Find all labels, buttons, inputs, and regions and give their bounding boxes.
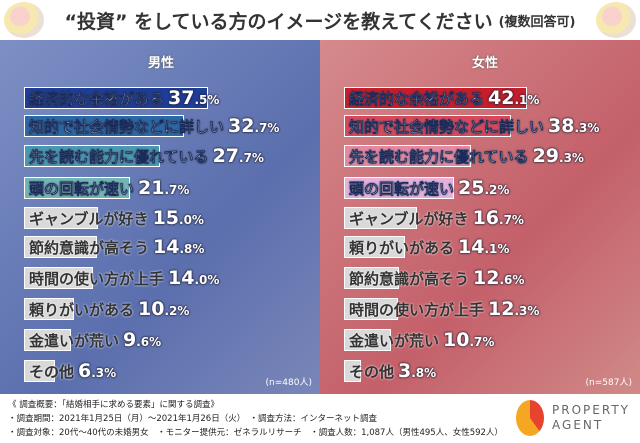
category-label: 知的で社会情勢などに詳しい xyxy=(349,117,545,136)
male-bar xyxy=(24,115,185,137)
female-bar xyxy=(344,145,472,167)
value-label: 10.7% xyxy=(443,329,495,351)
female-bar xyxy=(344,298,398,320)
female-bar-row: 経済的な余裕がある 42.1% xyxy=(344,87,539,109)
female-bar xyxy=(344,177,454,199)
male-bar-row: 頼りがいがある 10.2% xyxy=(24,298,189,320)
value-label: 10.2% xyxy=(138,298,190,320)
chart-subtitle: (複数回答可) xyxy=(498,14,576,30)
male-bar-row: 知的で社会情勢などに詳しい 32.7% xyxy=(24,115,279,137)
footer-line: 《 調査概要：「結婚相手に求める要素」に関する調査》 xyxy=(8,400,219,410)
male-chart-panel: 男性 (n=480人) 経済的な余裕がある 37.5% 知的で社会情勢などに詳しい 3… xyxy=(0,40,320,394)
value-label: 15.0% xyxy=(152,207,204,229)
male-bar-row: 先を読む能力に優れている 27.7% xyxy=(24,145,264,167)
category-label: 節約意識が高そう xyxy=(349,269,470,288)
property-agent-logo: PROPERTY AGENT xyxy=(516,400,630,436)
chart-title: “投資” をしている方のイメージを教えてください xyxy=(64,10,493,33)
category-label: 金遣いが荒い xyxy=(349,331,440,350)
male-bar-row: 節約意識が高そう 14.8% xyxy=(24,236,204,258)
value-label: 32.7% xyxy=(228,115,280,137)
male-header: 男性 xyxy=(148,56,175,71)
logo-text: AGENT xyxy=(552,418,604,432)
category-label: ギャンブルが好き xyxy=(349,209,469,228)
value-label: 14.1% xyxy=(458,236,510,258)
male-bar-row: その他 6.3% xyxy=(24,360,116,382)
male-bar xyxy=(24,267,93,289)
footer-line: ・調査期間：2021年1月25日（月）～2021年1月26日（火） ・調査方法：… xyxy=(8,414,377,424)
female-bar xyxy=(344,267,399,289)
flower-decoration-icon xyxy=(4,2,44,38)
value-label: 42.1% xyxy=(488,87,540,109)
category-label: 頼りがいがある xyxy=(29,300,135,319)
female-bar-row: 時間の使い方が上手 12.3% xyxy=(344,298,539,320)
value-label: 9.6% xyxy=(123,329,162,351)
title-banner: “投資” をしている方のイメージを教えてください (複数回答可) xyxy=(0,0,640,40)
value-label: 37.5% xyxy=(168,87,220,109)
value-label: 6.3% xyxy=(78,360,117,382)
female-bar-row: 頭の回転が速い 25.2% xyxy=(344,177,509,199)
value-label: 14.0% xyxy=(168,267,220,289)
category-label: 節約意識が高そう xyxy=(29,238,150,257)
footer-line: ・調査対象：20代～40代の未婚男女 ・モニター提供元：ゼネラルリサーチ ・調査… xyxy=(8,428,503,438)
value-label: 38.3% xyxy=(548,115,600,137)
male-bar xyxy=(24,298,74,320)
logo-mark-icon xyxy=(516,400,545,436)
female-bar xyxy=(344,236,406,258)
value-label: 3.8% xyxy=(398,360,437,382)
female-bar-row: 節約意識が高そう 12.6% xyxy=(344,267,524,289)
category-label: 金遣いが荒い xyxy=(29,331,120,350)
female-bar-row: 先を読む能力に優れている 29.3% xyxy=(344,145,584,167)
male-bar-row: 金遣いが荒い 9.6% xyxy=(24,329,161,351)
logo-text: PROPERTY xyxy=(552,403,630,417)
category-label: 時間の使い方が上手 xyxy=(29,269,165,288)
category-label: 時間の使い方が上手 xyxy=(349,300,485,319)
male-bar xyxy=(24,177,131,199)
value-label: 21.7% xyxy=(138,177,190,199)
category-label: 経済的な余裕がある xyxy=(29,89,165,108)
male-bar xyxy=(24,329,72,351)
category-label: 知的で社会情勢などに詳しい xyxy=(29,117,225,136)
value-label: 27.7% xyxy=(212,145,264,167)
male-bar xyxy=(24,145,160,167)
male-bar-row: 頭の回転が速い 21.7% xyxy=(24,177,189,199)
male-bar-row: 経済的な余裕がある 37.5% xyxy=(24,87,219,109)
category-label: 先を読む能力に優れている xyxy=(349,147,529,166)
female-chart-panel: 女性 (n=587人) 経済的な余裕がある 42.1% 知的で社会情勢などに詳しい 3… xyxy=(320,40,640,394)
category-label: 頭の回転が速い xyxy=(349,179,455,198)
value-label: 12.6% xyxy=(473,267,525,289)
value-label: 14.8% xyxy=(153,236,205,258)
flower-decoration-icon xyxy=(596,2,636,38)
male-bar xyxy=(24,207,98,229)
female-bar xyxy=(344,329,391,351)
value-label: 16.7% xyxy=(472,207,524,229)
male-sample-size: (n=480人) xyxy=(265,378,312,388)
category-label: 頼りがいがある xyxy=(349,238,455,257)
value-label: 29.3% xyxy=(532,145,584,167)
female-bar-row: 頼りがいがある 14.1% xyxy=(344,236,509,258)
category-label: その他 xyxy=(29,362,75,381)
value-label: 25.2% xyxy=(458,177,510,199)
female-bar-row: 知的で社会情勢などに詳しい 38.3% xyxy=(344,115,599,137)
female-bar-row: ギャンブルが好き 16.7% xyxy=(344,207,524,229)
male-bar xyxy=(24,236,97,258)
female-bar xyxy=(344,115,511,137)
female-sample-size: (n=587人) xyxy=(585,378,632,388)
category-label: ギャンブルが好き xyxy=(29,209,149,228)
female-bar xyxy=(344,87,528,109)
category-label: 経済的な余裕がある xyxy=(349,89,485,108)
female-bar-row: その他 3.8% xyxy=(344,360,436,382)
category-label: 先を読む能力に優れている xyxy=(29,147,209,166)
female-header: 女性 xyxy=(472,56,499,71)
male-bar xyxy=(24,87,208,109)
value-label: 12.3% xyxy=(488,298,540,320)
female-bar xyxy=(344,207,417,229)
female-bar xyxy=(344,360,361,382)
male-bar xyxy=(24,360,55,382)
category-label: その他 xyxy=(349,362,395,381)
male-bar-row: 時間の使い方が上手 14.0% xyxy=(24,267,219,289)
male-bar-row: ギャンブルが好き 15.0% xyxy=(24,207,204,229)
category-label: 頭の回転が速い xyxy=(29,179,135,198)
female-bar-row: 金遣いが荒い 10.7% xyxy=(344,329,494,351)
